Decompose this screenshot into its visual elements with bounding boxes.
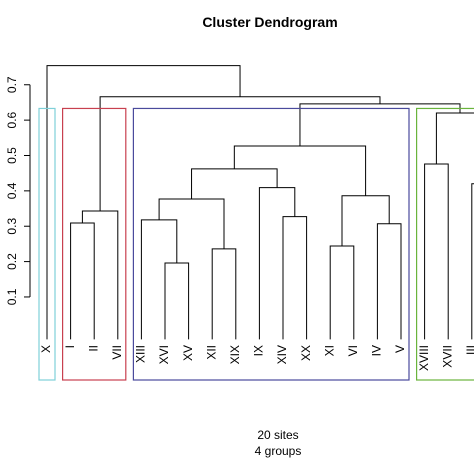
- leaf-label: XII: [204, 345, 218, 360]
- dendrogram-link: [233, 145, 367, 196]
- y-tick-label: 0.3: [5, 218, 19, 235]
- dendrogram-link: [81, 210, 119, 340]
- dendrogram-link: [258, 187, 296, 340]
- dendrogram-link: [424, 163, 449, 340]
- group-box: [416, 107, 474, 381]
- x-axis-label: 20 sites: [257, 428, 298, 442]
- leaf-label: VII: [110, 345, 124, 360]
- leaf-label: XX: [299, 345, 313, 361]
- dendrogram-link: [46, 65, 241, 340]
- leaf-label: XV: [181, 345, 195, 361]
- y-tick-label: 0.6: [5, 111, 19, 128]
- leaf-label: XI: [322, 345, 336, 356]
- y-tick-label: 0.2: [5, 253, 19, 270]
- dendrogram-link: [158, 198, 225, 249]
- leaf-label: IV: [370, 345, 384, 356]
- leaf-label: XIV: [275, 345, 289, 364]
- leaf-label: XVIII: [417, 345, 431, 371]
- dendrogram-link: [341, 195, 390, 247]
- leaf-label: X: [39, 345, 53, 353]
- leaf-label: XIII: [134, 345, 148, 363]
- leaf-label: VI: [346, 345, 360, 356]
- leaf-label: IX: [252, 345, 266, 356]
- leaf-label: XVII: [440, 345, 454, 368]
- sub-label: 4 groups: [255, 444, 302, 458]
- dendrogram-link: [99, 96, 381, 212]
- dendrogram-link: [471, 183, 474, 340]
- leaf-label: II: [86, 345, 100, 352]
- leaf-label: V: [393, 345, 407, 353]
- dendrogram-link: [70, 222, 95, 340]
- dendrogram-link: [211, 248, 237, 340]
- leaf-label: XIX: [228, 345, 242, 364]
- leaf-label: I: [63, 345, 77, 348]
- group-box: [132, 107, 410, 381]
- dendrogram-link: [376, 223, 402, 340]
- leaf-label: III: [464, 345, 474, 355]
- leaf-label: XVI: [157, 345, 171, 364]
- y-tick-label: 0.5: [5, 147, 19, 164]
- y-tick-label: 0.1: [5, 288, 19, 305]
- dendrogram-link: [435, 112, 474, 164]
- dendrogram-link: [164, 262, 190, 340]
- group-box: [61, 107, 127, 381]
- dendrogram-link: [282, 216, 308, 340]
- dendrogram-link: [140, 219, 178, 340]
- dendrogram-link: [329, 245, 355, 340]
- chart-title: Cluster Dendrogram: [202, 14, 337, 30]
- y-tick-label: 0.4: [5, 182, 19, 199]
- dendrogram-link: [191, 168, 278, 199]
- y-tick-label: 0.7: [5, 76, 19, 93]
- group-box: [38, 107, 56, 381]
